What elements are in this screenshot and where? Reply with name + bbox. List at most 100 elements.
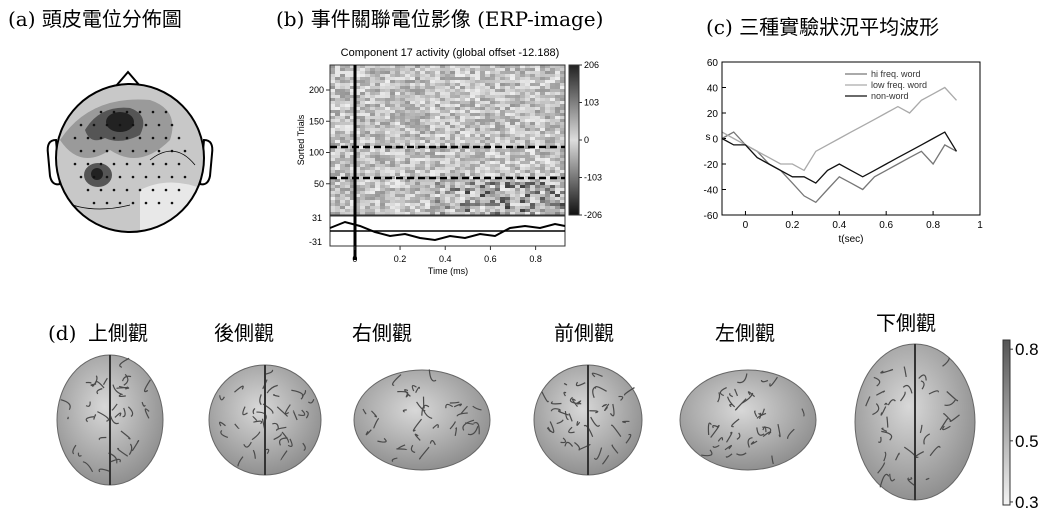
series-line: [722, 132, 957, 202]
erp-pixel: [560, 74, 565, 77]
erp-pixel: [500, 140, 505, 143]
erp-pixel: [470, 143, 475, 146]
erp-pixel: [360, 209, 365, 212]
erp-pixel: [390, 173, 395, 176]
electrode: [152, 189, 155, 192]
erp-pixel: [560, 194, 565, 197]
erp-pixel: [470, 194, 475, 197]
erp-pixel: [460, 158, 465, 161]
erp-pixel: [410, 161, 415, 164]
erp-pixel: [435, 89, 440, 92]
erp-pixel: [405, 194, 410, 197]
electrode: [93, 176, 96, 179]
erp-pixel: [415, 122, 420, 125]
erp-pixel: [525, 92, 530, 95]
erp-pixel: [435, 158, 440, 161]
erp-pixel: [475, 161, 480, 164]
erp-pixel: [385, 158, 390, 161]
erp-pixel: [385, 89, 390, 92]
erp-pixel: [515, 71, 520, 74]
erp-pixel: [330, 155, 335, 158]
erp-pixel: [460, 209, 465, 212]
erp-pixel: [480, 77, 485, 80]
erp-pixel: [380, 170, 385, 173]
erp-pixel: [500, 182, 505, 185]
erp-pixel: [515, 125, 520, 128]
erp-pixel: [505, 98, 510, 101]
erp-pixel: [415, 167, 420, 170]
erp-pixel: [460, 185, 465, 188]
erp-pixel: [405, 179, 410, 182]
erp-pixel: [400, 152, 405, 155]
erp-pixel: [360, 191, 365, 194]
erp-pixel: [495, 173, 500, 176]
erp-pixel: [505, 191, 510, 194]
erp-pixel: [415, 68, 420, 71]
electrode: [178, 163, 181, 166]
colorbar-tick-label: 0.3: [1015, 493, 1039, 512]
erp-pixel: [450, 167, 455, 170]
erp-pixel: [405, 170, 410, 173]
erp-pixel: [435, 194, 440, 197]
erp-pixel: [400, 206, 405, 209]
electrode: [158, 176, 161, 179]
erp-pixel: [490, 71, 495, 74]
erp-pixel: [345, 158, 350, 161]
electrode: [152, 111, 155, 114]
x-tick-label: 0.2: [785, 220, 799, 231]
erp-pixel: [490, 116, 495, 119]
erp-pixel: [395, 206, 400, 209]
erp-pixel: [550, 209, 555, 212]
erp-pixel: [535, 194, 540, 197]
erp-pixel: [545, 149, 550, 152]
erp-pixel: [485, 104, 490, 107]
erp-pixel: [385, 77, 390, 80]
erp-pixel: [435, 200, 440, 203]
erp-pixel: [340, 134, 345, 137]
erp-pixel: [505, 209, 510, 212]
erp-pixel: [470, 83, 475, 86]
erp-pixel: [485, 86, 490, 89]
erp-pixel: [525, 173, 530, 176]
erp-pixel: [510, 164, 515, 167]
erp-pixel: [360, 143, 365, 146]
erp-pixel: [370, 155, 375, 158]
erp-pixel: [485, 149, 490, 152]
erp-pixel: [365, 206, 370, 209]
erp-pixel: [525, 86, 530, 89]
erp-pixel: [415, 113, 420, 116]
erp-pixel: [425, 71, 430, 74]
erp-pixel: [385, 137, 390, 140]
erp-pixel: [480, 116, 485, 119]
erp-pixel: [450, 107, 455, 110]
erp-pixel: [540, 101, 545, 104]
electrode: [80, 124, 83, 127]
erp-pixel: [360, 89, 365, 92]
erp-pixel: [550, 188, 555, 191]
erp-pixel: [375, 158, 380, 161]
erp-pixel: [505, 203, 510, 206]
erp-pixel: [415, 182, 420, 185]
erp-pixel: [335, 182, 340, 185]
erp-pixel: [475, 167, 480, 170]
erp-pixel: [425, 89, 430, 92]
erp-pixel: [365, 170, 370, 173]
erp-pixel: [495, 116, 500, 119]
erp-pixel: [425, 68, 430, 71]
erp-pixel: [475, 209, 480, 212]
erp-pixel: [405, 92, 410, 95]
erp-pixel: [530, 158, 535, 161]
erp-pixel: [435, 206, 440, 209]
erp-pixel: [330, 182, 335, 185]
y-tick-label: -40: [704, 186, 719, 197]
electrode: [178, 137, 181, 140]
erp-pixel: [420, 125, 425, 128]
erp-pixel: [345, 161, 350, 164]
erp-pixel: [365, 74, 370, 77]
erp-pixel: [395, 155, 400, 158]
erp-pixel: [480, 182, 485, 185]
erp-pixel: [375, 86, 380, 89]
erp-pixel: [440, 167, 445, 170]
erp-pixel: [515, 119, 520, 122]
erp-pixel: [505, 167, 510, 170]
